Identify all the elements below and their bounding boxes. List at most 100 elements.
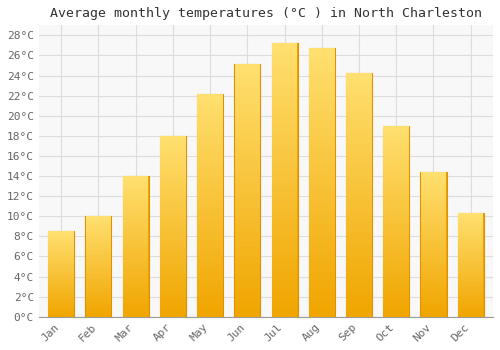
Bar	[160, 285, 186, 287]
Bar	[123, 313, 148, 315]
Bar	[458, 291, 483, 292]
Bar	[48, 277, 74, 278]
Bar	[160, 226, 186, 229]
Bar	[234, 156, 260, 159]
Bar	[123, 310, 148, 312]
Bar	[234, 159, 260, 162]
Bar	[384, 197, 409, 200]
Bar	[458, 235, 483, 237]
Bar	[160, 152, 186, 154]
Bar	[384, 236, 409, 238]
Bar	[420, 241, 446, 243]
Bar	[234, 257, 260, 260]
Bar	[272, 279, 297, 283]
Bar	[86, 219, 111, 220]
Bar	[384, 279, 409, 281]
Bar	[458, 243, 483, 244]
Bar	[86, 260, 111, 261]
Bar	[272, 204, 297, 208]
Bar	[346, 176, 372, 180]
Bar	[160, 170, 186, 172]
Bar	[272, 160, 297, 163]
Bar	[309, 189, 334, 193]
Bar	[272, 84, 297, 88]
Bar	[458, 278, 483, 279]
Bar	[160, 267, 186, 269]
Bar	[346, 191, 372, 195]
Bar	[420, 292, 446, 293]
Bar	[123, 294, 148, 296]
Bar	[346, 228, 372, 231]
Bar	[384, 247, 409, 250]
Bar	[198, 172, 223, 175]
Bar	[458, 310, 483, 312]
Bar	[384, 226, 409, 229]
Bar	[123, 225, 148, 227]
Bar	[123, 201, 148, 202]
Bar	[272, 132, 297, 136]
Bar	[309, 280, 334, 283]
Bar	[160, 172, 186, 174]
Bar	[234, 181, 260, 184]
Bar	[86, 239, 111, 240]
Bar	[160, 260, 186, 262]
Bar	[346, 149, 372, 152]
Bar	[384, 250, 409, 252]
Bar	[123, 176, 148, 178]
Bar	[384, 252, 409, 255]
Bar	[272, 286, 297, 289]
Bar	[48, 281, 74, 283]
Bar	[272, 50, 297, 54]
Bar	[384, 126, 409, 128]
Bar	[420, 270, 446, 272]
Bar	[123, 232, 148, 234]
Bar	[86, 278, 111, 279]
Bar	[198, 166, 223, 169]
Bar	[272, 108, 297, 112]
Bar	[384, 305, 409, 307]
Bar	[198, 239, 223, 241]
Bar	[48, 242, 74, 243]
Bar	[309, 122, 334, 126]
Bar	[420, 246, 446, 248]
Bar	[384, 135, 409, 138]
Bar	[198, 233, 223, 236]
Bar	[160, 215, 186, 217]
Bar	[272, 74, 297, 78]
Bar	[384, 212, 409, 214]
Bar	[86, 269, 111, 270]
Bar	[198, 294, 223, 297]
Bar	[420, 261, 446, 262]
Bar	[48, 257, 74, 258]
Bar	[123, 306, 148, 308]
Bar	[48, 292, 74, 293]
Bar	[198, 169, 223, 172]
Bar	[420, 301, 446, 302]
Bar	[160, 299, 186, 301]
Bar	[346, 88, 372, 91]
Bar	[458, 247, 483, 248]
Bar	[48, 302, 74, 303]
Bar	[346, 265, 372, 268]
Bar	[160, 276, 186, 278]
Bar	[346, 253, 372, 256]
Bar	[48, 239, 74, 240]
Bar	[309, 293, 334, 297]
Bar	[420, 196, 446, 197]
Bar	[346, 115, 372, 118]
Bar	[160, 240, 186, 242]
Bar	[309, 152, 334, 156]
Bar	[272, 224, 297, 228]
Bar	[234, 191, 260, 194]
Bar	[123, 218, 148, 220]
Bar	[86, 216, 112, 317]
Bar	[384, 176, 409, 178]
Bar	[198, 270, 223, 272]
Bar	[272, 194, 297, 197]
Bar	[346, 304, 372, 308]
Bar	[123, 215, 148, 217]
Bar	[384, 286, 409, 288]
Bar	[123, 210, 148, 211]
Bar	[198, 116, 223, 119]
Bar	[346, 268, 372, 271]
